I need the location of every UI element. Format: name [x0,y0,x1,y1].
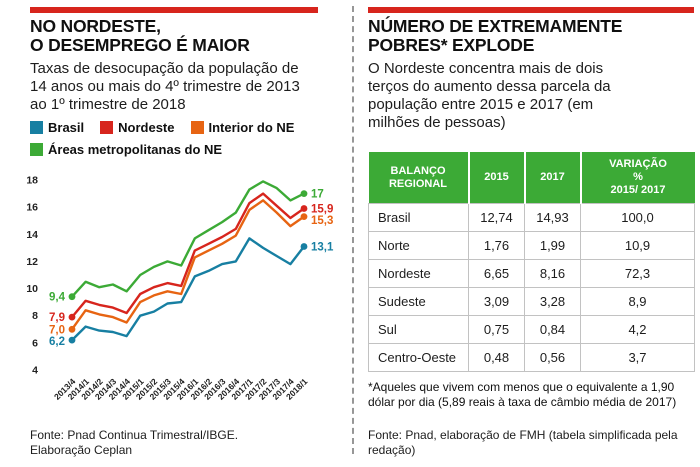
legend-label: Brasil [48,120,85,135]
legend-item: Nordeste [100,120,175,135]
svg-text:7,0: 7,0 [49,324,65,336]
chart-legend: Brasil Nordeste Interior do NE Áreas metrop… [30,120,335,157]
table-row: Sul 0,75 0,84 4,2 [368,315,695,344]
value-cell: 4,2 [580,315,695,344]
svg-text:6: 6 [32,337,38,349]
value-cell: 6,65 [468,259,525,288]
table-row: Brasil 12,74 14,93 100,0 [368,203,695,232]
svg-text:16: 16 [26,202,38,214]
svg-text:15,3: 15,3 [311,215,333,227]
value-cell: 8,16 [524,259,581,288]
value-cell: 0,48 [468,343,525,372]
left-title-line2: O DESEMPREGO É MAIOR [30,35,250,55]
value-cell: 1,99 [524,231,581,260]
right-title-line1: NÚMERO DE EXTREMAMENTE [368,16,623,36]
value-cell: 3,7 [580,343,695,372]
legend-swatch-icon [30,143,43,156]
svg-text:12: 12 [26,256,38,268]
table-body: Brasil 12,74 14,93 100,0 Norte 1,76 1,99 10,9 No… [368,203,695,372]
value-cell: 3,09 [468,287,525,316]
legend-item: Áreas metropolitanas do NE [30,142,222,157]
region-cell: Nordeste [368,259,469,288]
value-cell: 12,74 [468,203,525,232]
right-title-line2: POBRES* EXPLODE [368,35,535,55]
table-header-cell: 2017 [524,152,582,204]
region-cell: Sul [368,315,469,344]
table-row: Centro-Oeste 0,48 0,56 3,7 [368,343,695,372]
value-cell: 72,3 [580,259,695,288]
legend-label: Áreas metropolitanas do NE [48,142,223,157]
table-row: Sudeste 3,09 3,28 8,9 [368,287,695,316]
table-header-cell: VARIAÇÃO % 2015/ 2017 [580,152,695,204]
left-title-line1: NO NORDESTE, [30,16,161,36]
region-cell: Norte [368,231,469,260]
legend-swatch-icon [190,121,204,134]
value-cell: 100,0 [580,203,695,232]
svg-text:13,1: 13,1 [311,242,334,254]
svg-text:17: 17 [311,189,324,201]
region-cell: Centro-Oeste [368,343,469,372]
svg-text:15,9: 15,9 [311,204,333,216]
region-cell: Sudeste [368,287,469,316]
table-row: Nordeste 6,65 8,16 72,3 [368,259,695,288]
svg-text:14: 14 [26,229,38,241]
svg-text:7,9: 7,9 [49,312,65,324]
region-cell: Brasil [368,203,469,232]
table-row: Norte 1,76 1,99 10,9 [368,231,695,260]
legend-label: Interior do NE [208,120,295,135]
right-source: Fonte: Pnad, elaboração de FMH (tabela s… [368,428,678,457]
value-cell: 10,9 [580,231,695,260]
svg-text:8: 8 [32,310,38,322]
value-cell: 14,93 [524,203,581,232]
value-cell: 1,76 [468,231,525,260]
left-accent-bar [30,7,318,13]
svg-text:4: 4 [32,365,38,377]
legend-swatch-icon [30,121,43,134]
legend-swatch-icon [100,121,114,134]
right-panel-title: NÚMERO DE EXTREMAMENTE POBRES* EXPLODE [368,17,622,55]
value-cell: 0,84 [524,315,581,344]
right-accent-bar [368,7,694,13]
unemployment-line-chart: 46810121416182013/42014/12014/22014/3201… [26,175,334,402]
legend-item: Brasil [30,120,84,135]
svg-text:10: 10 [26,283,38,295]
value-cell: 3,28 [524,287,581,316]
svg-text:9,4: 9,4 [49,292,66,304]
extreme-poverty-table: BALANÇO REGIONAL 2015 2017 VARIAÇÃO % 2015/… [368,152,695,372]
table-head-row: BALANÇO REGIONAL 2015 2017 VARIAÇÃO % 2015/… [368,152,695,204]
right-footnote: *Aqueles que vivem com menos que o equiv… [368,380,677,409]
table-header-cell: BALANÇO REGIONAL [368,152,470,204]
left-source: Fonte: Pnad Continua Trimestral/IBGE. El… [30,428,238,458]
table-header-cell: 2015 [468,152,526,204]
legend-item: Interior do NE [190,120,295,135]
left-source-line2: Elaboração Ceplan [30,443,133,457]
left-panel-subtitle: Taxas de desocupação da população de 14 … [30,60,300,113]
svg-text:6,2: 6,2 [49,336,65,348]
left-source-line1: Fonte: Pnad Continua Trimestral/IBGE. [30,428,239,442]
value-cell: 0,75 [468,315,525,344]
value-cell: 0,56 [524,343,581,372]
left-panel-title: NO NORDESTE, O DESEMPREGO É MAIOR [30,17,250,55]
legend-label: Nordeste [118,120,175,135]
panel-divider [352,6,354,454]
svg-text:18: 18 [26,175,38,187]
value-cell: 8,9 [580,287,695,316]
right-panel-subtitle: O Nordeste concentra mais de dois terços… [368,60,611,131]
